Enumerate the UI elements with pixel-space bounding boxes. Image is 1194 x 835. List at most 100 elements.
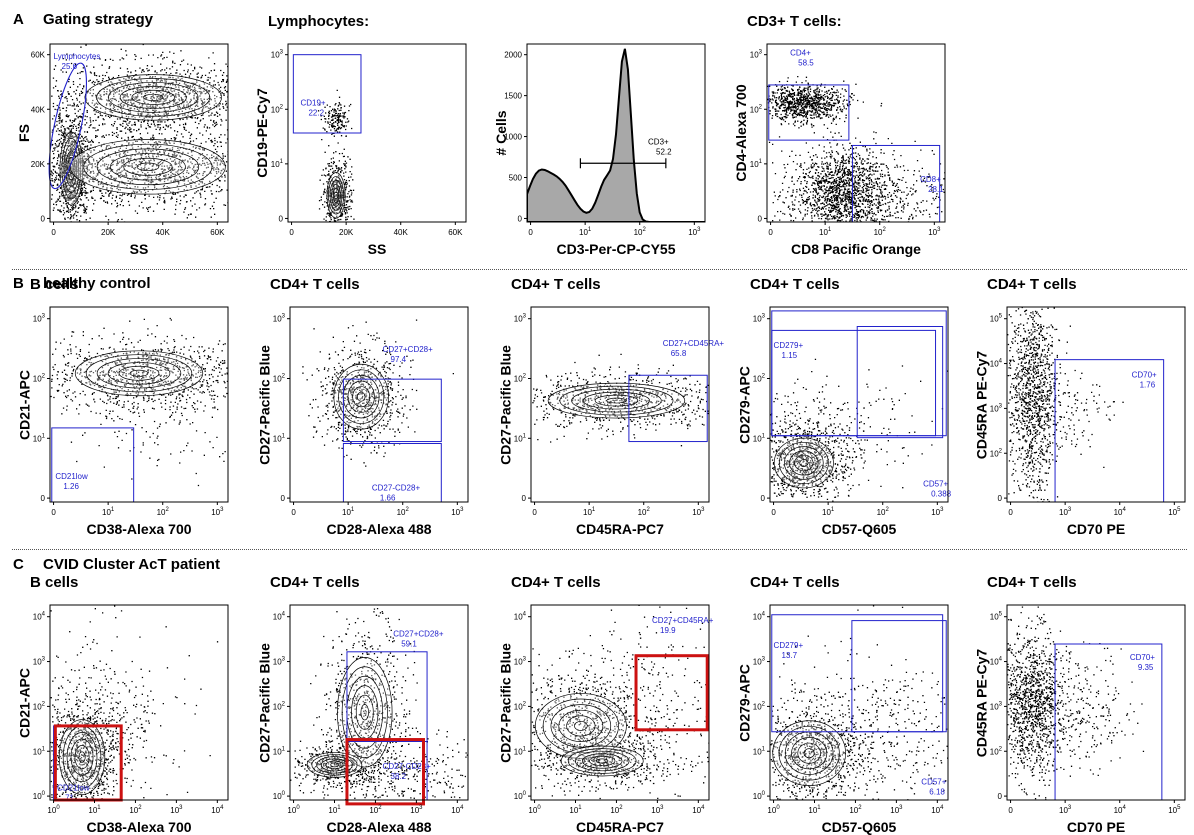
- contour-line: [83, 143, 213, 190]
- flow-panel: CD70+9.35 0 103 104 105 0 102 103 104 105: [990, 604, 1186, 815]
- x-tick-label: 101: [822, 507, 835, 517]
- y-tick-label: 1000: [504, 133, 522, 142]
- y-tick-label: 101: [33, 433, 46, 443]
- gate-value: 0.388: [931, 490, 952, 499]
- gate-value: 71: [65, 793, 74, 802]
- x-tick-label: 104: [1114, 805, 1127, 815]
- x-tick-label: 102: [634, 227, 647, 237]
- x-tick-label: 103: [211, 507, 224, 517]
- y-tick-label: 102: [753, 374, 766, 384]
- flow-panel: CD4+58.5 CD8+28.1 0 101 102 103 0 101 102 103: [750, 43, 946, 237]
- contour-line: [558, 709, 604, 742]
- contour-line: [773, 437, 834, 489]
- gate-name: CD70+: [1132, 370, 1157, 379]
- plot-area: [50, 44, 228, 222]
- contour-line: [560, 745, 644, 777]
- gate-name: CD27+CD45RA+: [663, 339, 725, 348]
- gate-name: CD57+: [921, 778, 946, 787]
- x-axis-label: SS: [129, 241, 149, 257]
- gate-value: 65.8: [671, 349, 687, 358]
- flow-panel: CD27+CD45RA+65.8 0 101 102 103 0 101 102 103: [514, 306, 725, 517]
- contour-line: [74, 350, 204, 397]
- x-tick-label: 20K: [339, 228, 354, 237]
- y-tick-label: 103: [514, 657, 527, 667]
- contour-line: [311, 754, 358, 776]
- contour-line: [589, 755, 616, 767]
- contour-line: [96, 148, 200, 186]
- contour-line: [606, 397, 627, 404]
- y-tick-label: 104: [33, 612, 46, 622]
- contour-line: [329, 179, 343, 211]
- contour-line: [129, 369, 149, 377]
- gate-name: CD4+: [790, 49, 811, 58]
- y-tick-label: 101: [753, 746, 766, 756]
- y-axis-label: CD27-Pacific Blue: [497, 642, 513, 763]
- y-tick-label: 0: [41, 494, 46, 503]
- gate-value: 1.76: [1140, 380, 1156, 389]
- contour-line: [63, 144, 80, 193]
- y-tick-label: 101: [750, 159, 763, 169]
- plot-area: [50, 317, 228, 487]
- plot-frame: [289, 306, 469, 503]
- y-tick-label: 60K: [31, 51, 46, 60]
- y-axis-label: CD27-Pacific Blue: [256, 642, 272, 763]
- contour-line: [107, 362, 171, 385]
- contour-line: [119, 86, 187, 109]
- plot-frame: [287, 43, 467, 223]
- section-separator-bc: [12, 549, 1187, 550]
- plot-frame: [289, 604, 469, 801]
- gate-name: CD27+CD28+: [383, 345, 434, 354]
- gate-value: 97.4: [391, 355, 407, 364]
- contour-line: [778, 725, 840, 781]
- x-tick-label: 102: [369, 805, 382, 815]
- gate-ellipse: [48, 62, 88, 190]
- x-tick-label: 104: [931, 805, 944, 815]
- plot-frame: [49, 604, 229, 801]
- contour-line: [341, 666, 388, 759]
- x-tick-label: 102: [874, 227, 887, 237]
- x-axis-label: CD45RA-PC7: [576, 521, 664, 537]
- plot-area: [767, 75, 945, 222]
- gate-value: 25.6: [62, 62, 78, 71]
- y-tick-label: 102: [33, 701, 46, 711]
- gate-name: CD21low: [55, 472, 88, 481]
- x-tick-label: 100: [47, 805, 60, 815]
- y-tick-label: 0: [518, 214, 523, 223]
- y-tick-label: 101: [514, 746, 527, 756]
- x-tick-label: 103: [688, 227, 701, 237]
- contour-line: [581, 753, 623, 769]
- x-tick-label: 101: [328, 805, 341, 815]
- contour-line: [338, 369, 385, 424]
- y-tick-label: 0: [41, 214, 46, 223]
- contour-line: [330, 762, 339, 768]
- gate-rect: [342, 378, 442, 443]
- y-tick-label: 101: [273, 746, 286, 756]
- x-tick-label: 103: [170, 805, 183, 815]
- flow-panel: CD27+CD28+97.4 CD27-CD28+1.66 0 101 102 103 0 1…: [273, 306, 469, 517]
- contour-line: [66, 732, 98, 783]
- contour-line: [559, 385, 674, 416]
- y-tick-label: 102: [273, 374, 286, 384]
- gate-name: CD21low: [57, 783, 90, 792]
- y-tick-label: 0: [998, 792, 1003, 801]
- y-axis-label: FS: [16, 124, 32, 142]
- plot-frame: [1006, 306, 1186, 503]
- gate-rect: [768, 84, 850, 141]
- gate-name: CD3+: [648, 138, 669, 147]
- event-dots: [50, 317, 228, 487]
- x-axis-label: CD70 PE: [1066, 521, 1126, 537]
- x-tick-label: 102: [849, 805, 862, 815]
- y-axis-label: CD279-APC: [736, 663, 752, 742]
- x-axis-label: SS: [367, 241, 387, 257]
- x-tick-label: 0: [768, 228, 773, 237]
- y-axis-label: # Cells: [493, 110, 509, 156]
- plot-frame: [766, 43, 946, 223]
- plot-area: [527, 48, 705, 222]
- contour-line: [70, 738, 94, 776]
- contour-line: [85, 354, 193, 393]
- x-tick-label: 100: [287, 805, 300, 815]
- x-tick-label: 100: [767, 805, 780, 815]
- x-axis-label: CD70 PE: [1066, 819, 1126, 835]
- contour-line: [333, 191, 339, 199]
- panel-title: Lymphocytes:: [268, 13, 370, 30]
